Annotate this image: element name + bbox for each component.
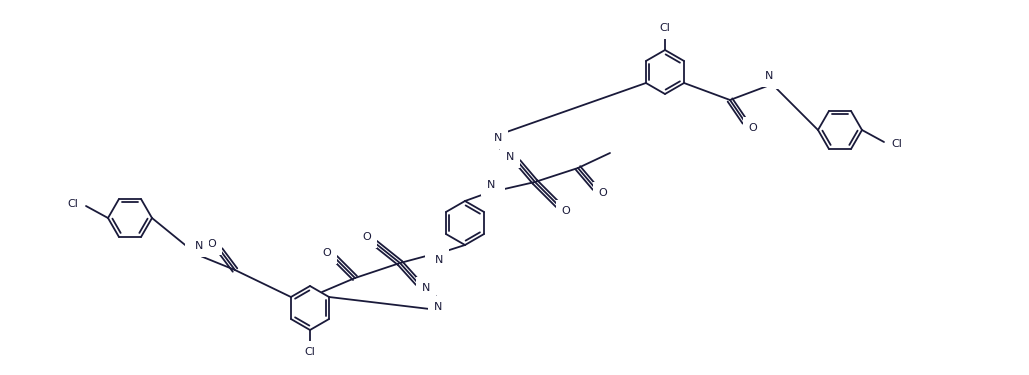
Text: H: H [494,184,500,194]
Text: H: H [429,252,436,261]
Text: Cl: Cl [305,347,316,357]
Text: O: O [599,188,607,198]
Text: Cl: Cl [660,23,671,33]
Text: N: N [506,152,514,162]
Text: N: N [434,302,442,312]
Text: N: N [422,283,430,293]
Text: N: N [487,180,495,190]
Text: H: H [189,246,197,255]
Text: O: O [562,206,570,216]
Text: O: O [208,239,216,249]
Text: N: N [765,71,773,81]
Text: N: N [494,133,502,143]
Text: N: N [435,255,443,265]
Text: O: O [749,123,757,133]
Text: O: O [323,248,331,258]
Text: O: O [362,232,371,242]
Text: Cl: Cl [891,139,902,149]
Text: Cl: Cl [68,199,78,209]
Text: N: N [194,241,203,251]
Text: H: H [772,75,779,84]
